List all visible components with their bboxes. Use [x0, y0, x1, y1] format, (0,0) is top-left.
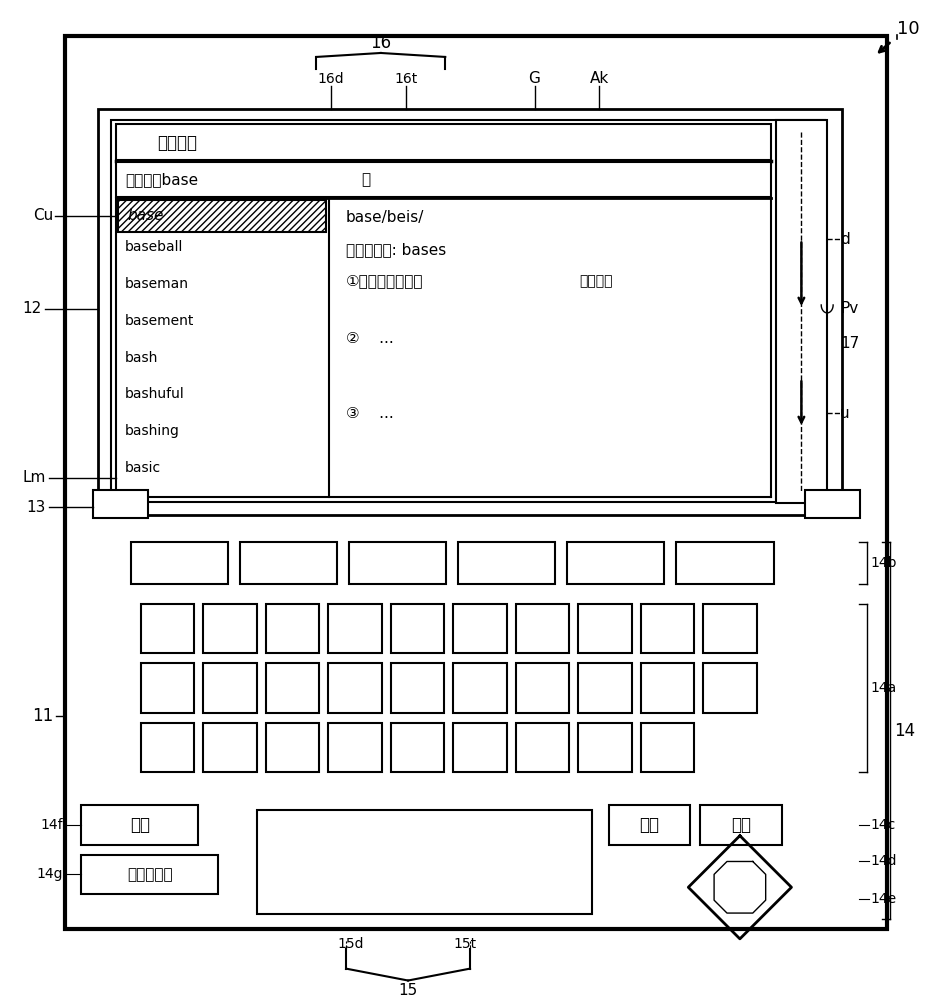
Text: 17: 17: [840, 336, 859, 351]
Bar: [566, 542, 664, 584]
Text: 16: 16: [369, 34, 391, 52]
Text: Cu: Cu: [33, 208, 53, 223]
Bar: [203, 604, 256, 653]
Bar: [81, 855, 218, 894]
Text: 16d: 16d: [318, 72, 344, 86]
Bar: [256, 810, 591, 914]
Text: d: d: [840, 232, 849, 247]
Bar: [703, 604, 756, 653]
Text: Lm: Lm: [22, 470, 46, 485]
Text: bashing: bashing: [125, 424, 180, 438]
Text: 15t: 15t: [453, 937, 476, 951]
Bar: [453, 723, 506, 772]
Text: bash: bash: [125, 351, 158, 365]
Bar: [390, 663, 444, 713]
Bar: [390, 604, 444, 653]
Bar: [515, 723, 568, 772]
Bar: [266, 604, 319, 653]
Text: 14a: 14a: [870, 681, 896, 695]
Text: 13: 13: [26, 500, 46, 515]
Text: 14e: 14e: [870, 892, 896, 906]
Bar: [327, 604, 382, 653]
Bar: [700, 805, 781, 845]
Bar: [130, 542, 228, 584]
Text: base: base: [128, 208, 164, 223]
Bar: [116, 162, 770, 197]
Bar: [327, 723, 382, 772]
Bar: [640, 663, 693, 713]
Bar: [327, 663, 382, 713]
Text: 检索词【base: 检索词【base: [125, 172, 198, 187]
Text: 11: 11: [32, 707, 53, 725]
Bar: [348, 542, 446, 584]
Bar: [775, 120, 826, 503]
Bar: [640, 604, 693, 653]
Bar: [240, 542, 337, 584]
Bar: [141, 604, 194, 653]
Text: 14d: 14d: [870, 854, 897, 868]
Text: basement: basement: [125, 314, 194, 328]
Text: 16t: 16t: [393, 72, 417, 86]
Text: bashuful: bashuful: [125, 387, 185, 401]
Text: 12: 12: [22, 301, 42, 316]
Bar: [203, 723, 256, 772]
Bar: [578, 723, 631, 772]
Bar: [515, 663, 568, 713]
Text: 10: 10: [896, 20, 919, 38]
Text: 15d: 15d: [337, 937, 364, 951]
Text: 15: 15: [398, 983, 417, 998]
Bar: [66, 36, 885, 929]
Text: basic: basic: [125, 461, 161, 475]
Text: 14g: 14g: [37, 867, 63, 881]
Bar: [453, 604, 506, 653]
Text: baseman: baseman: [125, 277, 188, 291]
Bar: [578, 663, 631, 713]
Bar: [458, 542, 555, 584]
Text: baseball: baseball: [125, 240, 183, 254]
Text: ③    ...: ③ ...: [346, 406, 393, 421]
Bar: [98, 109, 842, 515]
Text: u: u: [840, 406, 849, 421]
Text: 跳转: 跳转: [639, 816, 659, 834]
Text: 登录: 登录: [129, 816, 149, 834]
Text: 14c: 14c: [870, 818, 895, 832]
Text: Pv: Pv: [840, 301, 858, 316]
Text: ②    ...: ② ...: [346, 331, 393, 346]
Text: 《名》复数: bases: 《名》复数: bases: [346, 242, 446, 257]
Bar: [118, 200, 326, 232]
Bar: [676, 542, 773, 584]
Text: 决定: 决定: [730, 816, 750, 834]
Text: 一连串执行: 一连串执行: [127, 867, 172, 882]
Bar: [110, 120, 824, 502]
Text: G: G: [528, 71, 540, 86]
Text: 14f: 14f: [41, 818, 63, 832]
Text: 14: 14: [893, 722, 914, 740]
Bar: [640, 723, 693, 772]
Text: （用例）: （用例）: [579, 274, 612, 288]
Bar: [578, 604, 631, 653]
Bar: [141, 663, 194, 713]
Bar: [390, 723, 444, 772]
Text: 14b: 14b: [870, 556, 897, 570]
Text: 英日词典: 英日词典: [157, 134, 197, 152]
Bar: [203, 663, 256, 713]
Bar: [141, 723, 194, 772]
Text: Ak: Ak: [588, 71, 608, 86]
Text: ①地基、基底、底: ①地基、基底、底: [346, 274, 423, 289]
Bar: [703, 663, 756, 713]
Text: base/beis/: base/beis/: [346, 210, 424, 225]
Bar: [93, 490, 148, 518]
Bar: [453, 663, 506, 713]
Bar: [608, 805, 689, 845]
Bar: [266, 663, 319, 713]
Bar: [116, 124, 770, 160]
Text: 】: 】: [361, 172, 369, 187]
Bar: [266, 723, 319, 772]
Bar: [804, 490, 859, 518]
Bar: [81, 805, 198, 845]
Bar: [515, 604, 568, 653]
